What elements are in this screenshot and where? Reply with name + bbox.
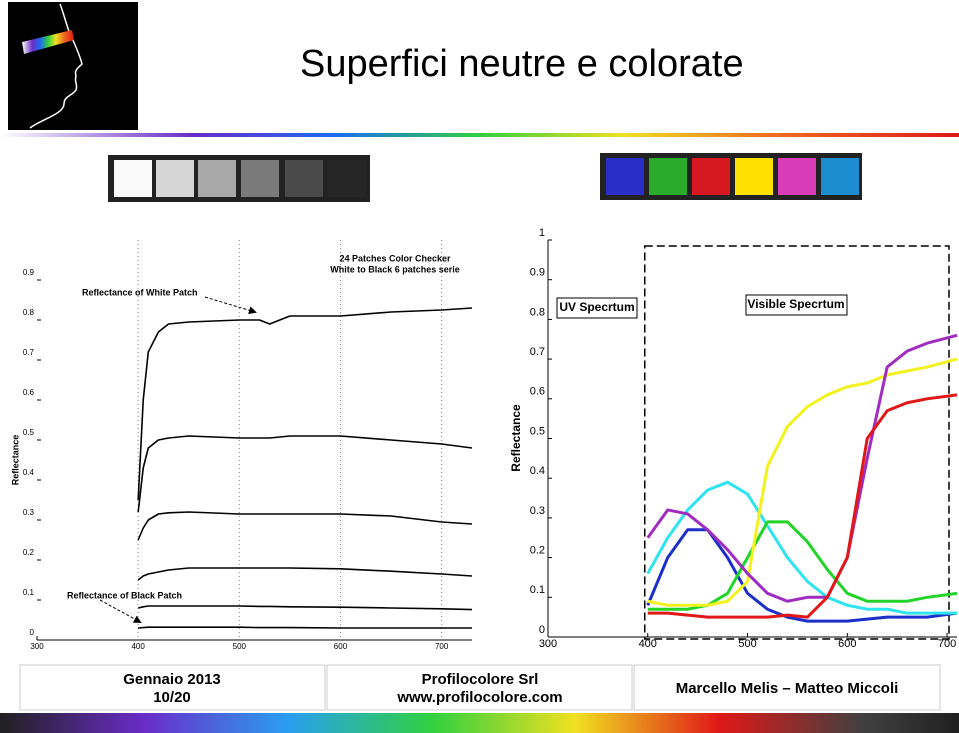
annotation: UV Specrtum — [559, 300, 634, 314]
series-line — [137, 307, 473, 501]
y-axis-label: Reflectance — [509, 404, 523, 472]
y-tick-label: 0.9 — [530, 267, 545, 279]
series-line — [137, 567, 473, 581]
annotation-arrow — [204, 296, 257, 315]
y-tick-label: 0.8 — [530, 306, 545, 318]
y-tick-label: 0.3 — [23, 508, 35, 517]
y-tick-label: 0.6 — [23, 388, 35, 397]
y-tick-label: 0.1 — [23, 588, 35, 597]
series-line — [646, 333, 958, 603]
footer-company: Profilocolore Srl — [422, 671, 539, 688]
footer-page: 10/20 — [153, 689, 191, 706]
footer: Gennaio 2013 10/20 Profilocolore Srl www… — [19, 664, 941, 711]
y-tick-label: 0.5 — [530, 425, 545, 437]
annotation: Reflectance of White Patch — [82, 287, 198, 297]
rainbow-rule — [0, 133, 959, 137]
annotation: 24 Patches Color Checker — [339, 253, 451, 263]
y-tick-label: 0.6 — [530, 386, 545, 398]
y-tick-label: 0.7 — [23, 348, 35, 357]
chart: 0 0.1 0.2 0.3 0.4 0.5 0.6 0.7 0.8 0.9 1 300 400 500 60… — [509, 227, 958, 650]
footer-date: Gennaio 2013 — [123, 671, 221, 688]
annotation: Reflectance of Black Patch — [67, 590, 182, 600]
y-tick-label: 0.5 — [23, 428, 35, 437]
series-line — [137, 511, 473, 541]
annotation: Visible Specrtum — [747, 297, 844, 311]
y-tick-label: 0.4 — [23, 468, 35, 477]
x-tick-label: 300 — [539, 638, 557, 650]
x-tick-label: 600 — [838, 638, 856, 650]
y-tick-label: 0.2 — [23, 548, 35, 557]
series-line — [647, 520, 958, 611]
series-line — [137, 435, 473, 513]
y-tick-label: 0.1 — [530, 584, 545, 596]
series-line — [646, 528, 958, 623]
series-line — [647, 357, 958, 607]
x-tick-label: 400 — [131, 642, 145, 651]
x-tick-label: 500 — [738, 638, 756, 650]
series-line — [137, 605, 473, 611]
y-tick-label: 0.3 — [530, 505, 545, 517]
x-tick-label: 600 — [334, 642, 348, 651]
y-axis-label: Reflectance — [10, 435, 20, 486]
annotation: White to Black 6 patches serie — [330, 264, 460, 274]
chart: 0 0.1 0.2 0.3 0.4 0.5 0.6 0.7 0.8 0.9 300 400 500 600… — [10, 240, 473, 651]
x-tick-label: 700 — [938, 638, 956, 650]
x-tick-label: 700 — [435, 642, 449, 651]
slide-title: Superfici neutre e colorate — [300, 43, 744, 85]
annotation-arrow — [99, 599, 142, 623]
y-tick-label: 0.8 — [23, 308, 35, 317]
y-tick-label: 0.9 — [23, 268, 35, 277]
footer-authors: Marcello Melis – Matteo Miccoli — [676, 680, 899, 697]
annotation-box — [745, 294, 848, 316]
y-tick-label: 0 — [30, 628, 35, 637]
gray-swatches — [108, 155, 370, 202]
y-tick-label: 0.7 — [530, 346, 545, 358]
x-tick-label: 500 — [233, 642, 247, 651]
color-swatches — [600, 153, 862, 200]
series-line — [138, 626, 472, 629]
footer-url: www.profilocolore.com — [396, 689, 562, 706]
series-line — [646, 480, 957, 615]
x-tick-label: 400 — [639, 638, 657, 650]
y-tick-label: 1 — [539, 227, 545, 239]
y-tick-label: 0 — [539, 624, 545, 636]
x-tick-label: 300 — [30, 642, 44, 651]
y-tick-label: 0.2 — [530, 545, 545, 557]
annotation-box — [556, 297, 638, 319]
series-line — [647, 393, 958, 619]
logo — [8, 2, 138, 130]
bottom-band — [0, 713, 959, 733]
y-tick-label: 0.4 — [530, 465, 545, 477]
